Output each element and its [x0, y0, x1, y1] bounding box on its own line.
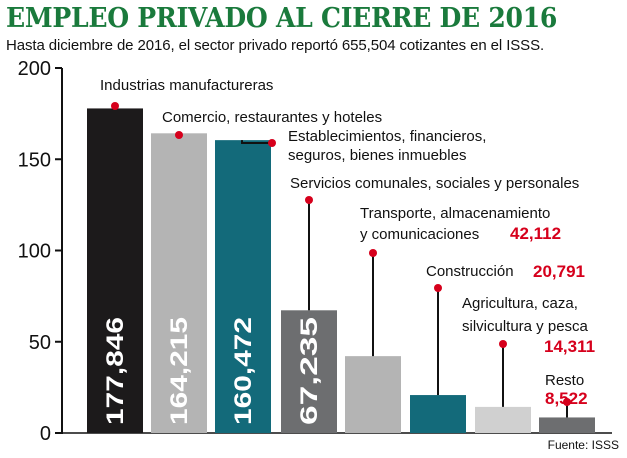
bar-8 — [539, 417, 595, 433]
category-label: Construcción — [426, 263, 514, 280]
leader-line — [241, 140, 272, 144]
category-label: Industrias manufactureras — [100, 77, 273, 94]
bar-value-label: 67,235 — [296, 317, 323, 425]
category-label: Agricultura, caza, — [462, 295, 578, 312]
bar-1 — [87, 108, 143, 433]
bar-6 — [410, 395, 466, 433]
category-label: seguros, bienes inmuebles — [288, 147, 466, 164]
bar-value-label: 164,215 — [166, 317, 193, 425]
bar-2 — [151, 133, 207, 434]
y-tick-label: 0 — [40, 423, 51, 445]
bar-value-label: 160,472 — [230, 317, 257, 425]
bar-7 — [475, 406, 531, 433]
leader-dot — [305, 196, 313, 204]
y-tick-label: 50 — [29, 332, 51, 354]
chart-title: EMPLEO PRIVADO AL CIERRE DE 2016 — [6, 3, 558, 34]
category-label: silvicultura y pesca — [462, 318, 589, 335]
bar-5 — [345, 356, 401, 433]
leader-dot — [434, 284, 442, 292]
leader-dot — [563, 398, 571, 406]
leader-dot — [499, 340, 507, 348]
value-label: 8,522 — [545, 389, 588, 408]
y-tick-label: 150 — [18, 149, 51, 171]
bar-4 — [281, 310, 337, 433]
value-label: 42,112 — [510, 224, 561, 243]
category-label: Servicios comunales, sociales y personal… — [290, 175, 579, 192]
category-label: Establecimientos, financieros, — [288, 128, 486, 145]
value-label: 14,311 — [544, 337, 595, 356]
y-tick-label: 100 — [18, 241, 51, 263]
leader-dot — [268, 139, 276, 147]
y-tick-label: 200 — [18, 58, 51, 80]
value-label: 20,791 — [533, 262, 585, 281]
leader-dot — [175, 131, 183, 139]
leader-dot — [111, 102, 119, 110]
category-label: Transporte, almacenamiento — [360, 205, 550, 222]
chart-subtitle: Hasta diciembre de 2016, el sector priva… — [6, 37, 545, 54]
category-label: Resto — [545, 372, 584, 389]
category-label: Comercio, restaurantes y hoteles — [162, 109, 382, 126]
bar-value-label: 177,846 — [102, 317, 129, 425]
category-label: y comunicaciones — [360, 226, 479, 243]
leader-dot — [369, 249, 377, 257]
source-note: Fuente: ISSS — [547, 438, 619, 452]
bar-3 — [215, 140, 271, 433]
